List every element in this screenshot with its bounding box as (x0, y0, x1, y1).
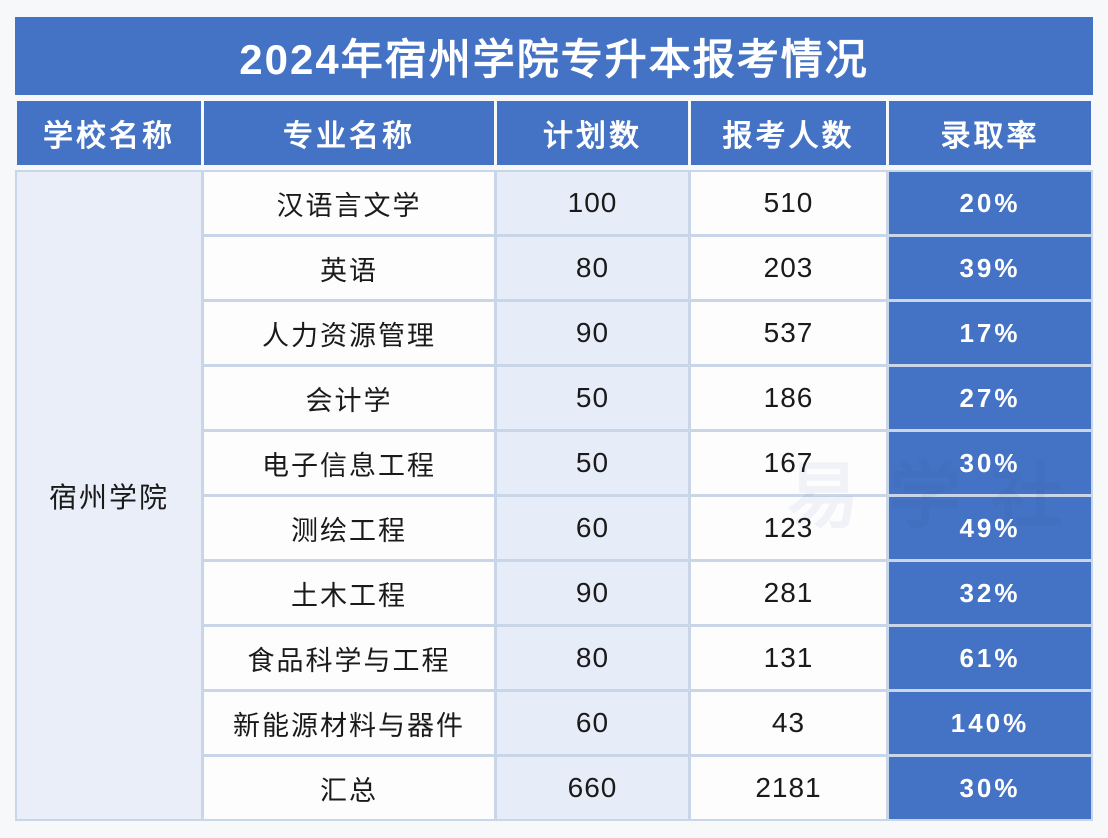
table-header-row: 学校名称 专业名称 计划数 报考人数 录取率 (15, 99, 1093, 167)
plan-count-cell: 90 (497, 302, 688, 364)
admission-rate-cell: 32% (889, 562, 1091, 624)
major-cell: 电子信息工程 (204, 432, 494, 494)
admission-rate-cell: 20% (889, 172, 1091, 234)
table-title: 2024年宿州学院专升本报考情况 (15, 17, 1093, 95)
applicant-count-cell: 203 (691, 237, 886, 299)
applicant-count-cell: 43 (691, 692, 886, 754)
major-cell: 汉语言文学 (204, 172, 494, 234)
major-cell: 人力资源管理 (204, 302, 494, 364)
header-admission-rate: 录取率 (889, 101, 1091, 165)
major-cell: 会计学 (204, 367, 494, 429)
admission-rate-cell: 30% (889, 757, 1091, 819)
applicant-count-cell: 123 (691, 497, 886, 559)
admission-rate-cell: 39% (889, 237, 1091, 299)
admission-rate-cell: 17% (889, 302, 1091, 364)
applicant-count-cell: 281 (691, 562, 886, 624)
admission-rate-cell: 49% (889, 497, 1091, 559)
plan-count-cell: 50 (497, 432, 688, 494)
applicant-count-cell: 510 (691, 172, 886, 234)
school-name-cell: 宿州学院 (17, 172, 201, 819)
admission-rate-cell: 140% (889, 692, 1091, 754)
plan-count-cell: 660 (497, 757, 688, 819)
applicant-count-cell: 167 (691, 432, 886, 494)
header-school-name: 学校名称 (17, 101, 201, 165)
major-cell: 测绘工程 (204, 497, 494, 559)
applicant-count-cell: 2181 (691, 757, 886, 819)
admission-rate-cell: 61% (889, 627, 1091, 689)
admission-rate-cell: 27% (889, 367, 1091, 429)
header-applicant-count: 报考人数 (691, 101, 886, 165)
header-plan-count: 计划数 (497, 101, 688, 165)
plan-count-cell: 50 (497, 367, 688, 429)
major-cell: 汇总 (204, 757, 494, 819)
plan-count-cell: 90 (497, 562, 688, 624)
applicant-count-cell: 537 (691, 302, 886, 364)
admission-rate-cell: 30% (889, 432, 1091, 494)
plan-count-cell: 60 (497, 692, 688, 754)
major-cell: 英语 (204, 237, 494, 299)
header-major-name: 专业名称 (204, 101, 494, 165)
admissions-table: 2024年宿州学院专升本报考情况 学校名称 专业名称 计划数 报考人数 录取率 … (15, 17, 1093, 821)
plan-count-cell: 100 (497, 172, 688, 234)
major-cell: 食品科学与工程 (204, 627, 494, 689)
plan-count-cell: 80 (497, 627, 688, 689)
major-cell: 土木工程 (204, 562, 494, 624)
major-cell: 新能源材料与器件 (204, 692, 494, 754)
table-body: 宿州学院 汉语言文学 100 510 20% 英语 80 203 39% 人力资源管理 90 537… (15, 170, 1093, 821)
applicant-count-cell: 131 (691, 627, 886, 689)
applicant-count-cell: 186 (691, 367, 886, 429)
plan-count-cell: 60 (497, 497, 688, 559)
plan-count-cell: 80 (497, 237, 688, 299)
